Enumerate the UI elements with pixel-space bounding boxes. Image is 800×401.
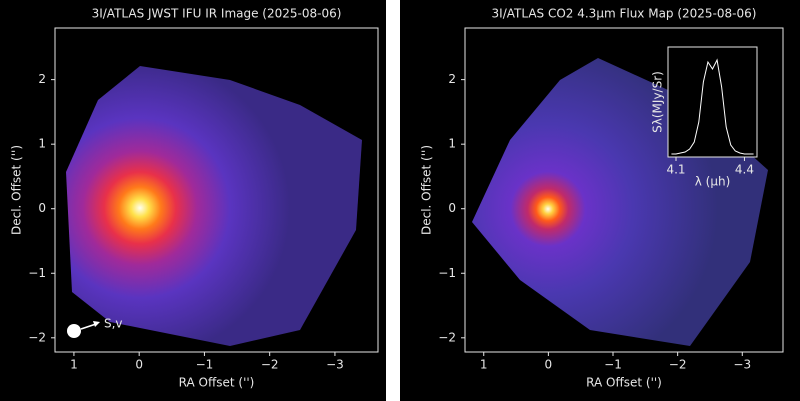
axes-frame	[667, 46, 758, 158]
separator	[386, 0, 400, 401]
x-tick-label: 0	[545, 358, 553, 372]
y-tick-label: −1	[28, 266, 46, 280]
x-tick-label: −2	[261, 358, 279, 372]
chart-title: 3I/ATLAS CO2 4.3µm Flux Map (2025-08-06)	[492, 7, 757, 21]
y-tick-label: 2	[38, 72, 46, 86]
y-tick-label: 1	[38, 137, 46, 151]
direction-arrow	[80, 323, 97, 330]
x-tick-label: −3	[733, 358, 751, 372]
y-axis-label: Decl. Offset ('')	[420, 145, 434, 235]
x-tick-label: −2	[669, 358, 687, 372]
y-tick-label: −1	[438, 266, 456, 280]
x-tick-label: 4.1	[666, 163, 685, 177]
x-tick-label: −3	[326, 358, 344, 372]
y-axis-label: Sλ(MJy/Sr)	[651, 71, 665, 133]
spectrum-line	[671, 58, 754, 155]
x-axis-label: RA Offset ('')	[586, 376, 662, 390]
axes-frame	[54, 27, 379, 353]
x-tick-label: −1	[196, 358, 214, 372]
y-tick-label: 0	[38, 201, 46, 215]
annotation: S,v	[104, 317, 123, 331]
arrow-head	[93, 321, 100, 327]
y-tick-label: 0	[448, 201, 456, 215]
x-tick-label: 0	[135, 358, 143, 372]
ir-image	[66, 66, 362, 346]
y-tick-label: −2	[438, 330, 456, 344]
x-tick-label: 1	[70, 358, 78, 372]
x-tick-label: −1	[604, 358, 622, 372]
y-tick-label: 2	[448, 72, 456, 86]
axes-frame	[464, 27, 784, 353]
x-axis-label: λ (µh)	[695, 175, 731, 189]
chart-title: 3I/ATLAS JWST IFU IR Image (2025-08-06)	[92, 7, 342, 21]
y-axis-label: Decl. Offset ('')	[10, 145, 24, 235]
inset-background	[668, 47, 757, 157]
y-tick-label: 1	[448, 137, 456, 151]
x-axis-label: RA Offset ('')	[179, 376, 255, 390]
direction-marker	[67, 324, 81, 338]
x-tick-label: 4.4	[735, 163, 754, 177]
y-tick-label: −2	[28, 330, 46, 344]
x-tick-label: 1	[480, 358, 488, 372]
